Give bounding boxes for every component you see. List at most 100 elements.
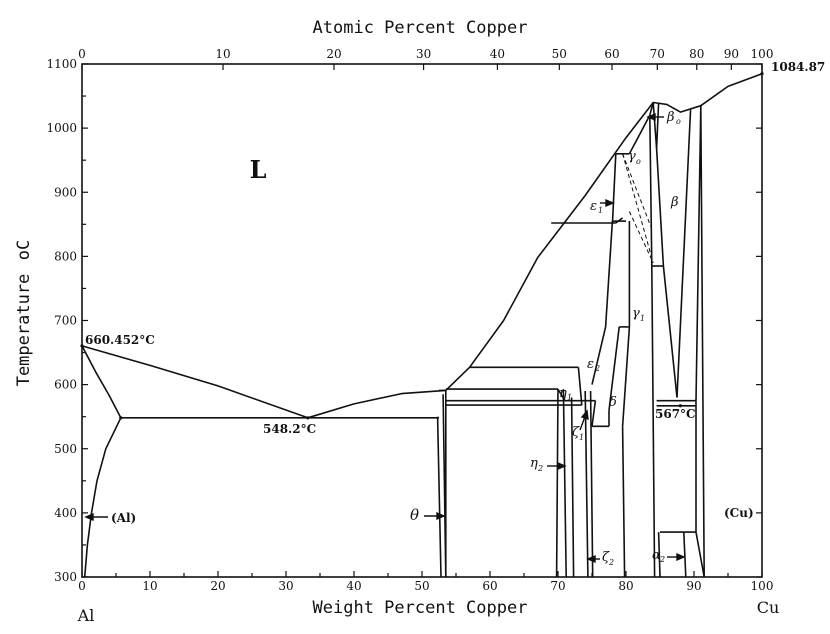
gamma0-phase-label: γ [628, 149, 636, 164]
y-tick-label: 900 [54, 185, 77, 199]
x-tick-label: 100 [751, 579, 774, 593]
x2-tick-label: 70 [650, 47, 665, 61]
gamma1-phase-label: γ [632, 306, 640, 321]
labels-layer: 0 10 20 30 40 50 60 70 80 90 100 0 10 20 30 40 50 60 70 80 9… [46, 47, 773, 593]
x-tick-label: 60 [482, 579, 497, 593]
al-phase-label: (Al) [111, 511, 136, 525]
svg-text:1: 1 [640, 314, 645, 323]
phase-boundary-14 [584, 390, 589, 578]
x2-tick-label: 100 [751, 47, 774, 61]
dashed-boundary-1 [622, 153, 652, 228]
phase-boundary-10 [562, 389, 567, 578]
y-axis-unit: oC [14, 240, 34, 260]
phase-boundary-40 [676, 108, 692, 398]
x-tick-label: 70 [550, 579, 565, 593]
subscripts: 1 2 1 2 1 2 o 1 o 2 [537, 117, 681, 567]
eutectic-label: 548.2°C [263, 422, 316, 436]
svg-text:2: 2 [608, 558, 614, 567]
x-tick-label: 30 [278, 579, 293, 593]
x2-tick-label: 20 [326, 47, 341, 61]
phase-boundary-15 [589, 390, 594, 578]
x2-tick-label: 60 [604, 47, 619, 61]
x2-tick-label: 80 [689, 47, 704, 61]
theta-phase-label: θ [410, 506, 419, 524]
right-element-label: Cu [757, 598, 780, 617]
svg-text:2: 2 [659, 555, 665, 564]
phase-boundary-37 [655, 148, 665, 267]
phase-boundary-47 [683, 532, 687, 578]
x-tick-label: 10 [142, 579, 157, 593]
liquid-phase-label: L [250, 155, 267, 184]
phase-boundary-20 [604, 221, 614, 327]
x2-tick-label: 90 [724, 47, 739, 61]
al-solvus-curve [83, 417, 122, 578]
y-tick-label: 400 [54, 506, 77, 520]
y-tick-label: 300 [54, 570, 77, 584]
x2-tick-label: 40 [490, 47, 505, 61]
x2-tick-label: 50 [552, 47, 567, 61]
plot-lines [80, 72, 764, 578]
phase-boundary-31 [615, 217, 624, 224]
phase-boundary-49 [700, 105, 705, 578]
y-tick-label: 1100 [46, 57, 77, 71]
plot-frame [81, 63, 763, 578]
svg-text:1: 1 [579, 433, 584, 442]
dashed-boundary-2 [628, 211, 654, 264]
svg-text:2: 2 [594, 364, 600, 373]
y-axis-title: Temperature [14, 274, 34, 387]
phase-boundary-11 [557, 388, 566, 402]
phase-boundary-24 [621, 326, 631, 427]
svg-text:1: 1 [567, 393, 572, 402]
phase-boundary-35 [649, 115, 653, 267]
alpha2-phase-label: α [652, 548, 661, 563]
y-tick-label: 600 [54, 378, 77, 392]
svg-text:o: o [636, 157, 641, 166]
phase-boundary-45 [657, 532, 661, 578]
x2-tick-label: 0 [78, 47, 86, 61]
x-tick-label: 40 [346, 579, 361, 593]
phase-boundary-9 [555, 389, 559, 578]
key-point-marker [119, 416, 123, 420]
phase-boundary-19 [591, 326, 607, 385]
phase-boundary-38 [651, 265, 656, 578]
y-tick-label: 500 [54, 442, 77, 456]
phase-boundary-2 [436, 416, 442, 578]
phase-boundary-12 [570, 397, 575, 578]
al-melting-label: 660.452°C [85, 333, 155, 347]
left-element-label: Al [77, 606, 95, 625]
y-tick-label: 700 [54, 314, 77, 328]
x-axis-title: Weight Percent Copper [313, 598, 528, 618]
x-tick-label: 50 [414, 579, 429, 593]
key-point-marker [306, 416, 310, 420]
x-tick-label: 20 [210, 579, 225, 593]
svg-text:o: o [676, 117, 681, 126]
phase-boundary-34 [655, 102, 660, 149]
cu-melting-label: 1084.87 [771, 60, 825, 74]
phase-boundary-39 [662, 265, 678, 398]
x-tick-label: 80 [618, 579, 633, 593]
phase-boundary-25 [621, 426, 626, 578]
beta-phase-label: β [670, 195, 679, 210]
beta0-phase-label: β [666, 110, 675, 125]
phase-boundary-16 [591, 400, 597, 427]
delta-phase-label: δ [609, 395, 617, 410]
phase-boundary-13 [577, 367, 583, 406]
key-point-marker [678, 404, 683, 408]
x2-tick-label: 30 [416, 47, 431, 61]
svg-text:1: 1 [598, 206, 603, 215]
cu-phase-label: (Cu) [724, 506, 754, 520]
eta1-phase-label: η [559, 386, 567, 401]
zeta2-phase-label: ζ [602, 550, 610, 565]
eta2-phase-label: η [530, 456, 538, 471]
x-tick-label: 0 [78, 579, 86, 593]
eutectoid-label: 567°C [655, 407, 696, 421]
epsilon2-phase-label: ε [587, 357, 594, 372]
pointer-arrows [84, 112, 686, 564]
x2-tick-label: 10 [215, 47, 230, 61]
x2-axis-title: Atomic Percent Copper [313, 18, 528, 38]
al-solidus-curve [81, 345, 122, 419]
ticks-layer [81, 63, 763, 578]
zeta1-phase-label: ζ [572, 425, 580, 440]
dashed-boundary-0 [622, 153, 654, 263]
